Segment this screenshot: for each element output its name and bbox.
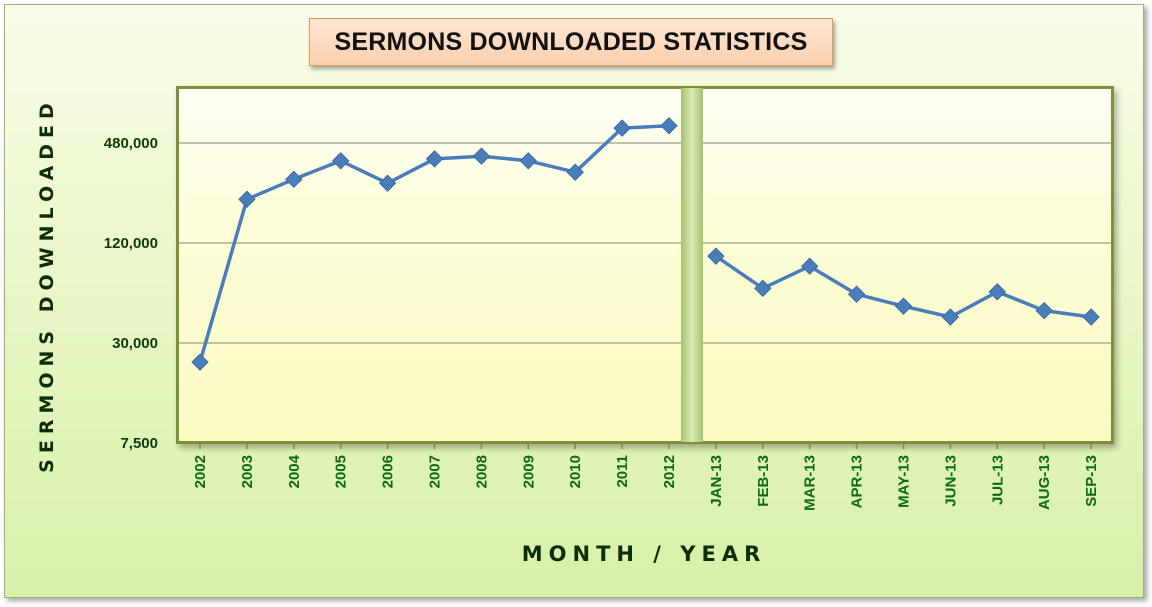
data-point — [754, 279, 772, 298]
x-tick-label: 2009 — [520, 455, 537, 488]
plot-area — [176, 86, 1114, 444]
x-tick-label: JUL-13 — [989, 455, 1006, 505]
data-point — [425, 150, 444, 168]
segment-separator — [681, 88, 703, 443]
x-tick-label: APR-13 — [849, 455, 866, 508]
y-tick-label: 30,000 — [112, 335, 158, 352]
chart-title: SERMONS DOWNLOADED STATISTICS — [334, 27, 808, 56]
y-tick-label: 7,500 — [120, 435, 158, 452]
x-tick-label: 2004 — [286, 454, 303, 488]
data-point — [660, 117, 678, 135]
x-tick-label: 2006 — [380, 455, 397, 488]
x-tick-label: 2005 — [333, 455, 350, 488]
data-point — [331, 152, 350, 170]
data-point — [613, 119, 631, 137]
data-point — [378, 174, 397, 192]
x-tick-label: JAN-13 — [708, 455, 725, 507]
data-point — [1082, 308, 1100, 326]
x-axis-label: MONTH / YEAR — [521, 542, 767, 566]
data-point — [894, 297, 913, 315]
x-tick-label: 2003 — [239, 455, 256, 488]
data-markers — [191, 117, 1100, 371]
x-tick-labels: 2002 2003 2004 2005 2006 2007 2008 2009 2010 2011… — [192, 454, 1100, 510]
data-point — [191, 353, 209, 371]
x-tick-label: 2012 — [661, 455, 678, 488]
x-tick-label: MAY-13 — [896, 455, 913, 508]
data-point — [519, 152, 538, 170]
x-tick-label: 2002 — [192, 455, 209, 488]
segment-gap — [681, 88, 703, 443]
x-tick-label: MAR-13 — [802, 455, 819, 511]
x-tick-label: AUG-13 — [1036, 455, 1053, 510]
data-point — [707, 247, 725, 265]
data-point — [988, 283, 1007, 301]
data-point — [472, 147, 491, 165]
data-point — [1035, 301, 1053, 320]
y-tick-label: 120,000 — [104, 235, 158, 252]
data-point — [238, 190, 256, 208]
x-tick-label: FEB-13 — [755, 455, 772, 507]
data-point — [285, 170, 303, 189]
y-tick-labels: 7,500 30,000 120,000 480,000 — [104, 135, 158, 452]
gridlines — [178, 142, 1112, 344]
x-tick-label: SEP-13 — [1083, 455, 1100, 507]
x-tick-label: JUN-13 — [942, 455, 959, 507]
data-point — [847, 285, 866, 303]
y-tick-label: 480,000 — [104, 135, 158, 152]
data-point — [941, 308, 960, 326]
x-tick-label: 2007 — [427, 455, 444, 488]
x-tick-label: 2011 — [614, 455, 631, 488]
x-tick-label: 2010 — [567, 455, 584, 488]
data-point — [566, 163, 584, 181]
axes — [178, 442, 1112, 449]
data-point — [800, 257, 819, 275]
title-box: SERMONS DOWNLOADED STATISTICS — [309, 18, 833, 66]
x-tick-label: 2008 — [473, 455, 490, 488]
